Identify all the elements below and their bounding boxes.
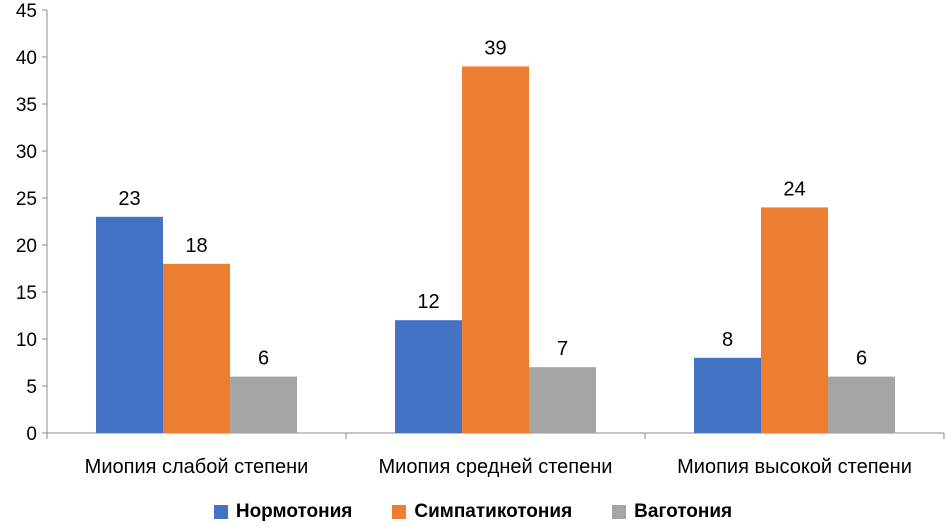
bar bbox=[462, 66, 529, 434]
bar-chart: 0 5 10 15 20 25 30 35 40 45 23 18 6 Миопия слабой сте… bbox=[16, 1, 945, 478]
legend-item-vagotonia: Ваготония bbox=[612, 501, 732, 523]
y-tick-label: 0 bbox=[26, 424, 37, 445]
data-label: 8 bbox=[722, 329, 733, 351]
legend-item-simpatikotonia: Симпатикотония bbox=[392, 501, 572, 523]
y-tick-label: 20 bbox=[16, 236, 37, 257]
category-label: Миопия высокой степени bbox=[677, 456, 912, 478]
data-label: 23 bbox=[118, 188, 140, 210]
data-label: 12 bbox=[417, 291, 439, 313]
legend-swatch-normotonia bbox=[213, 505, 228, 519]
category-label: Миопия слабой степени bbox=[85, 456, 309, 478]
bar bbox=[761, 207, 828, 433]
data-label: 18 bbox=[185, 235, 207, 257]
data-label: 7 bbox=[557, 338, 568, 360]
y-tick-label: 35 bbox=[16, 95, 37, 116]
y-tick-label: 30 bbox=[16, 142, 37, 163]
legend-item-normotonia: Нормотония bbox=[213, 501, 353, 523]
data-label: 39 bbox=[484, 37, 506, 59]
bar bbox=[96, 216, 163, 433]
bar bbox=[529, 367, 596, 433]
y-tick-label: 15 bbox=[16, 283, 37, 304]
y-tick-label: 10 bbox=[16, 330, 37, 351]
legend-label-vagotonia: Ваготония bbox=[634, 501, 733, 522]
bar bbox=[694, 357, 761, 433]
data-label: 24 bbox=[783, 178, 805, 200]
bar bbox=[395, 320, 462, 433]
legend-swatch-simpatikotonia bbox=[392, 505, 407, 519]
y-tick-label: 5 bbox=[26, 377, 37, 398]
bar bbox=[163, 263, 230, 433]
legend-label-normotonia: Нормотония bbox=[235, 501, 353, 522]
legend: Нормотония Симпатикотония Ваготония bbox=[0, 498, 946, 526]
y-tick-label: 45 bbox=[16, 1, 37, 22]
category-label: Миопия средней степени bbox=[379, 456, 613, 478]
bar bbox=[828, 376, 895, 433]
y-tick-label: 25 bbox=[16, 189, 37, 210]
data-label: 6 bbox=[258, 348, 269, 370]
legend-label-simpatikotonia: Симпатикотония bbox=[414, 501, 573, 522]
legend-swatch-vagotonia bbox=[612, 505, 627, 519]
y-tick-label: 40 bbox=[16, 48, 37, 69]
data-label: 6 bbox=[856, 348, 867, 370]
bar bbox=[230, 376, 297, 433]
